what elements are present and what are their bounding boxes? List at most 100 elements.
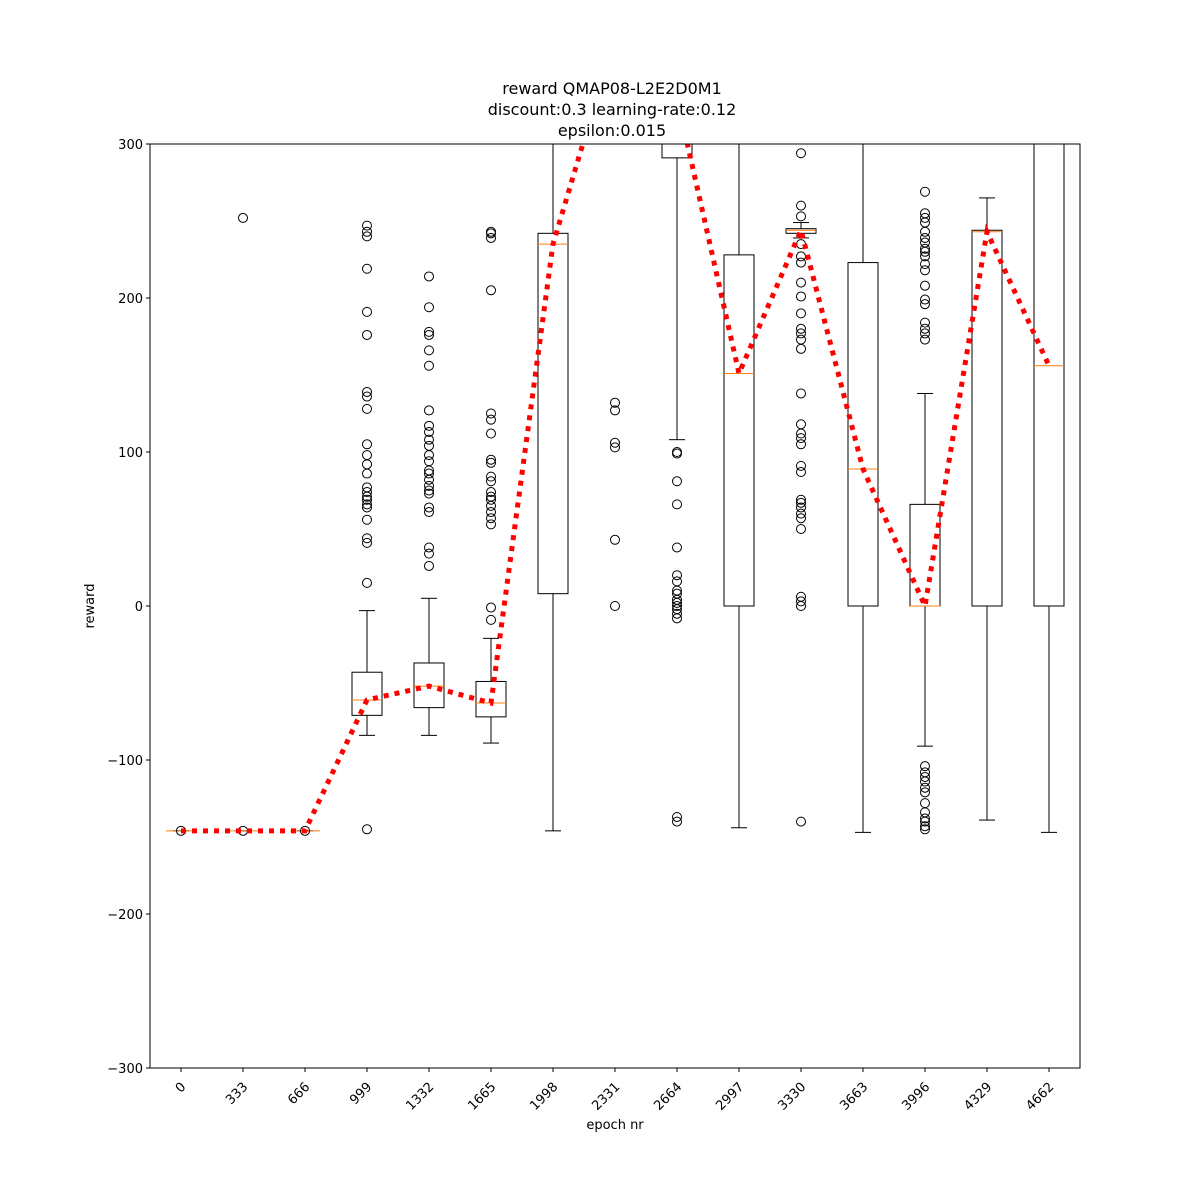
outlier	[424, 302, 434, 313]
x-tick-label: 333	[223, 1080, 251, 1108]
outlier	[796, 439, 806, 450]
x-tick-label: 2331	[589, 1080, 623, 1114]
outlier	[362, 306, 372, 317]
outlier	[486, 228, 496, 239]
outlier	[424, 548, 434, 559]
x-tick-label: 999	[347, 1080, 375, 1108]
outlier	[486, 487, 496, 498]
outlier	[920, 813, 930, 824]
outlier	[362, 459, 372, 470]
outlier	[486, 285, 496, 296]
outlier	[796, 291, 806, 302]
outlier	[796, 343, 806, 354]
outlier	[362, 403, 372, 414]
outlier	[362, 231, 372, 242]
outlier	[362, 514, 372, 525]
plot-area	[166, 144, 1065, 836]
outlier	[796, 467, 806, 478]
chart-subtitle: discount:0.3 learning-rate:0.12	[488, 100, 737, 119]
outlier	[362, 537, 372, 548]
outlier	[486, 507, 496, 518]
outlier	[920, 771, 930, 782]
outlier	[796, 816, 806, 827]
outlier	[672, 811, 682, 822]
outlier	[672, 542, 682, 553]
outlier	[796, 388, 806, 399]
outlier	[424, 485, 434, 496]
outlier	[672, 448, 682, 459]
outlier	[796, 257, 806, 268]
y-tick-label: 0	[135, 600, 143, 615]
outlier	[486, 513, 496, 524]
outlier	[362, 494, 372, 505]
outlier	[362, 391, 372, 402]
outlier	[362, 386, 372, 397]
box	[1033, 144, 1065, 607]
outlier	[920, 821, 930, 832]
outlier	[672, 499, 682, 510]
outlier	[486, 457, 496, 468]
outlier	[362, 439, 372, 450]
outlier	[486, 614, 496, 625]
chart-title: reward QMAP08-L2E2D0M1	[502, 79, 722, 98]
x-tick-label: 1998	[527, 1080, 561, 1114]
x-tick-label: 4329	[961, 1080, 995, 1114]
outlier	[796, 513, 806, 524]
y-tick-label: −300	[107, 1062, 143, 1077]
outlier	[362, 533, 372, 544]
outlier	[610, 437, 620, 448]
y-axis-label: reward	[83, 583, 98, 628]
outlier	[424, 456, 434, 467]
outlier	[920, 787, 930, 798]
outlier	[672, 816, 682, 827]
x-axis-label: epoch nr	[586, 1118, 644, 1133]
outlier	[796, 508, 806, 519]
outlier	[672, 570, 682, 581]
outlier	[672, 576, 682, 587]
outlier	[796, 494, 806, 505]
outlier	[920, 323, 930, 334]
x-tick-label: 1665	[465, 1080, 499, 1114]
outlier	[920, 824, 930, 835]
outlier	[920, 317, 930, 328]
outlier	[672, 476, 682, 487]
outlier	[920, 294, 930, 305]
outlier	[920, 265, 930, 276]
outlier	[362, 468, 372, 479]
outlier	[486, 500, 496, 511]
outlier	[424, 488, 434, 499]
outlier	[362, 329, 372, 340]
x-tick-label: 2664	[651, 1080, 685, 1114]
outlier	[796, 200, 806, 211]
outlier	[424, 480, 434, 491]
outlier	[486, 408, 496, 419]
outlier	[362, 577, 372, 588]
outlier	[796, 419, 806, 430]
x-tick-label: 666	[285, 1080, 313, 1108]
x-tick-label: 3663	[837, 1080, 871, 1114]
median-line	[181, 144, 1052, 834]
outlier	[920, 212, 930, 223]
outlier	[486, 428, 496, 439]
y-tick-label: 300	[118, 138, 143, 153]
outlier	[424, 450, 434, 461]
x-tick-label: 2997	[713, 1080, 747, 1114]
x-tick-label: 1332	[403, 1080, 437, 1114]
outlier	[920, 186, 930, 197]
box	[723, 254, 755, 607]
outlier	[920, 226, 930, 237]
outlier	[796, 428, 806, 439]
outlier	[362, 263, 372, 274]
outlier	[796, 277, 806, 288]
outlier	[920, 334, 930, 345]
outlier	[672, 597, 682, 608]
outlier	[796, 148, 806, 159]
outlier	[362, 499, 372, 510]
outlier	[796, 328, 806, 339]
outlier	[796, 524, 806, 534]
outlier	[486, 454, 496, 465]
outlier	[300, 825, 310, 836]
outlier	[238, 212, 248, 223]
outlier	[796, 601, 806, 611]
